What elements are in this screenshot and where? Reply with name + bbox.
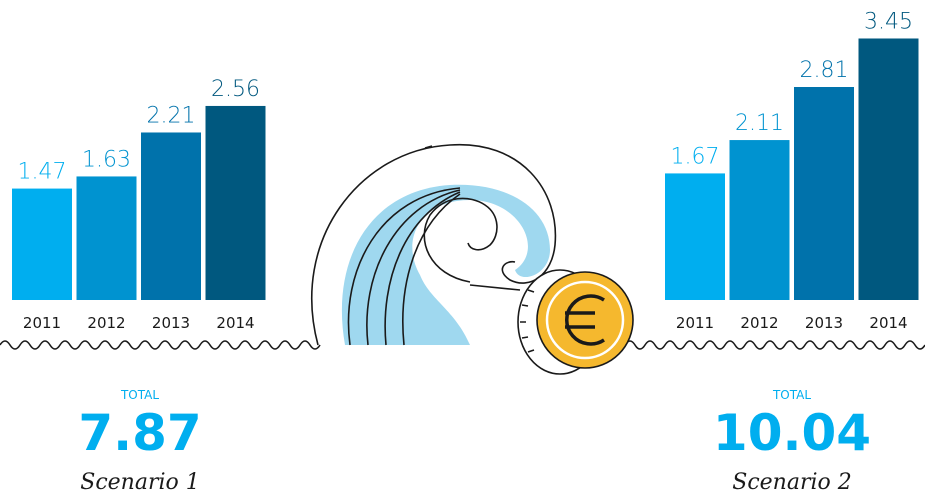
decoration xyxy=(0,143,925,375)
wave-curl xyxy=(423,197,498,283)
coin-rim xyxy=(545,280,625,360)
value-label: 1.63 xyxy=(82,147,131,172)
category-label: 2012 xyxy=(740,314,778,332)
category-label: 2013 xyxy=(152,314,190,332)
value-label: 1.67 xyxy=(671,144,720,169)
bar xyxy=(76,176,137,300)
category-label: 2012 xyxy=(87,314,125,332)
category-label: 2014 xyxy=(869,314,907,332)
scenario-label: Scenario 2 xyxy=(732,470,852,495)
category-label: 2011 xyxy=(23,314,61,332)
bar xyxy=(665,173,725,300)
wave-base xyxy=(469,284,521,291)
category-label: 2011 xyxy=(676,314,714,332)
charts: 1.47 2011 1.63 2012 2.21 2013 2.56 2014 TOTAL 7.8… xyxy=(12,9,919,495)
total-label: TOTAL xyxy=(772,388,811,402)
total-value: 7.87 xyxy=(78,404,201,462)
coin-ridges xyxy=(520,289,535,353)
bar xyxy=(794,87,854,300)
bar xyxy=(205,105,266,301)
value-label: 2.21 xyxy=(147,103,196,128)
wave-line xyxy=(366,189,461,346)
water-line xyxy=(0,340,925,350)
value-label: 2.81 xyxy=(800,58,849,83)
bar xyxy=(141,132,201,300)
total-label: TOTAL xyxy=(120,388,159,402)
category-label: 2013 xyxy=(805,314,843,332)
coin-face xyxy=(536,271,634,369)
wave-fill xyxy=(341,184,550,345)
wave-inner xyxy=(424,145,433,149)
bar xyxy=(729,140,790,300)
bar xyxy=(12,188,72,300)
bar xyxy=(858,38,919,301)
wave-outline xyxy=(311,143,557,346)
scenario-label: Scenario 1 xyxy=(80,470,200,495)
value-label: 2.56 xyxy=(211,77,260,102)
wave-line xyxy=(384,191,461,346)
wave-line xyxy=(402,193,461,346)
value-label: 2.11 xyxy=(735,111,784,136)
euro-symbol xyxy=(564,294,605,346)
total-value: 10.04 xyxy=(713,404,871,462)
value-label: 3.45 xyxy=(864,9,913,34)
wave-line xyxy=(347,187,461,346)
value-label: 1.47 xyxy=(18,160,67,185)
category-label: 2014 xyxy=(216,314,254,332)
